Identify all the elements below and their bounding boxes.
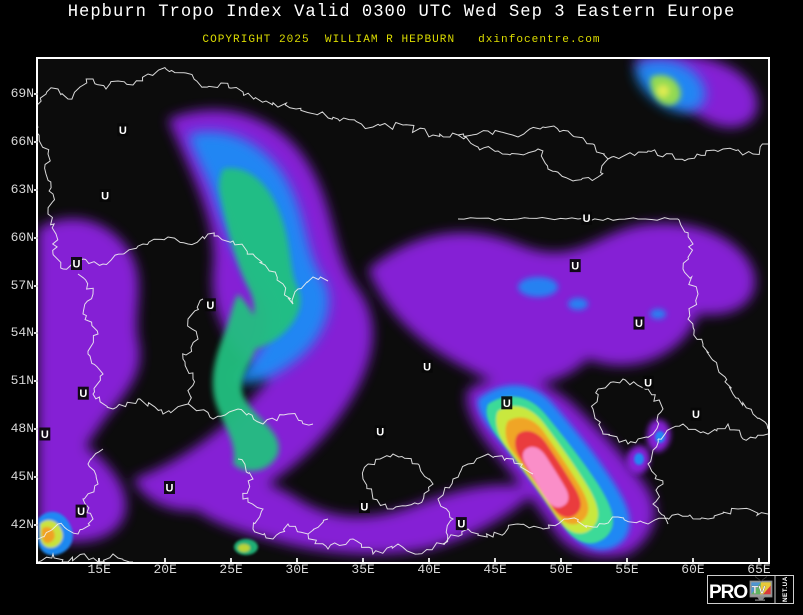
svg-text:U: U — [376, 427, 384, 439]
svg-text:NET.UA: NET.UA — [782, 576, 789, 602]
svg-text:U: U — [644, 377, 652, 389]
svg-text:U: U — [41, 429, 49, 441]
svg-text:U: U — [457, 519, 465, 531]
svg-text:U: U — [119, 125, 127, 137]
svg-text:U: U — [77, 506, 85, 518]
svg-text:U: U — [73, 259, 81, 271]
svg-text:U: U — [101, 191, 109, 203]
svg-text:U: U — [583, 213, 591, 225]
svg-text:U: U — [635, 318, 643, 330]
svg-text:PRO: PRO — [709, 582, 747, 603]
svg-text:U: U — [503, 398, 511, 410]
svg-text:U: U — [206, 300, 214, 312]
svg-text:U: U — [360, 502, 368, 514]
svg-text:TV: TV — [752, 585, 767, 597]
svg-text:U: U — [571, 261, 579, 273]
svg-text:U: U — [79, 388, 87, 400]
svg-text:U: U — [423, 361, 431, 373]
svg-text:U: U — [692, 409, 700, 421]
svg-text:U: U — [166, 483, 174, 495]
